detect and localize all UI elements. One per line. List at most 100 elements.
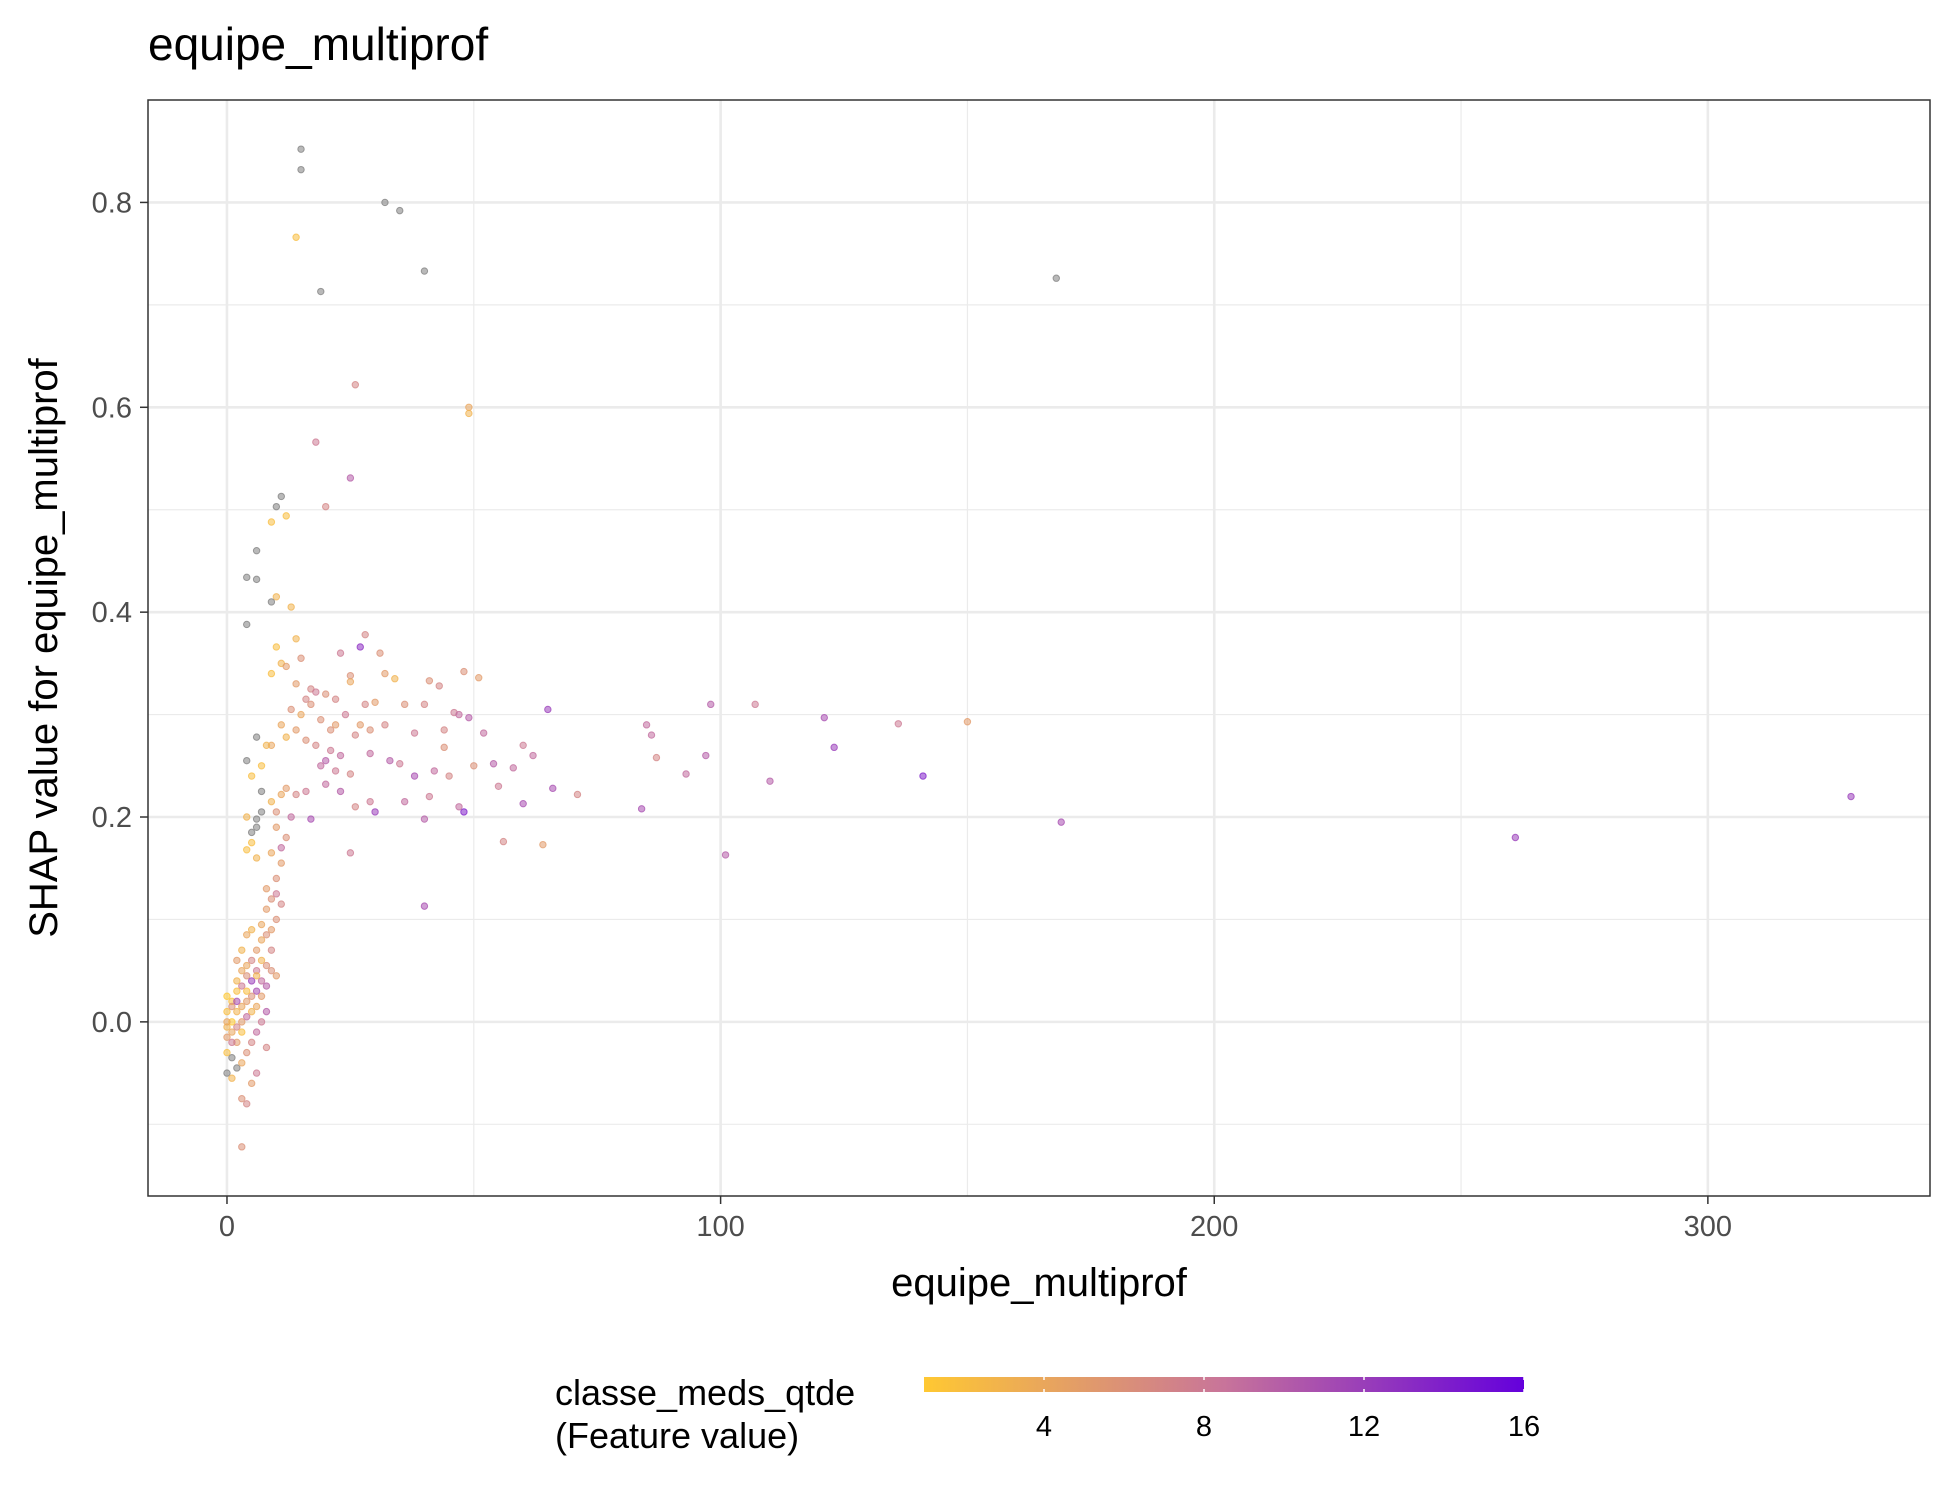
data-point — [252, 987, 261, 995]
data-point — [228, 1054, 236, 1062]
data-point — [272, 972, 281, 980]
data-point — [252, 1028, 261, 1036]
legend-title-line2: (Feature value) — [555, 1415, 799, 1456]
data-point — [257, 992, 266, 1000]
grid-major — [148, 100, 1930, 1196]
data-point — [381, 198, 389, 207]
data-point — [322, 690, 330, 698]
x-tick-label: 100 — [696, 1211, 744, 1243]
data-point — [282, 733, 290, 741]
data-point — [257, 977, 266, 985]
data-point — [228, 1038, 236, 1047]
data-point — [322, 502, 330, 511]
data-point — [272, 502, 281, 511]
data-point — [247, 1038, 256, 1047]
data-point — [262, 931, 271, 939]
data-point — [292, 635, 300, 643]
data-point — [351, 803, 360, 811]
data-point — [267, 946, 276, 954]
data-point — [455, 710, 463, 719]
y-axis-title: SHAP value for equipe_multiprof — [22, 357, 66, 937]
data-point — [223, 992, 231, 1000]
data-point — [425, 677, 434, 685]
data-point — [233, 997, 241, 1006]
data-point — [267, 895, 276, 903]
data-point — [322, 756, 330, 765]
data-point — [544, 705, 552, 714]
data-point — [252, 546, 261, 555]
data-point — [272, 915, 281, 924]
data-point — [445, 772, 453, 780]
data-point — [366, 749, 374, 758]
data-point — [243, 1013, 251, 1021]
data-point — [223, 1007, 231, 1016]
data-point — [465, 409, 473, 418]
data-point — [351, 381, 360, 389]
data-point — [465, 403, 473, 411]
data-point — [381, 721, 389, 729]
data-point — [267, 598, 276, 606]
data-point — [420, 700, 429, 709]
data-point — [361, 700, 369, 709]
data-point — [228, 1002, 236, 1011]
data-point — [420, 902, 429, 910]
data-point — [223, 1048, 231, 1057]
data-point — [351, 731, 360, 739]
data-point — [238, 1143, 246, 1151]
data-point — [396, 206, 404, 215]
legend-title-line1: classe_meds_qtde — [555, 1372, 855, 1413]
data-point — [297, 145, 305, 153]
data-point — [440, 743, 448, 752]
data-point — [460, 667, 468, 676]
data-point — [243, 1100, 251, 1108]
data-point — [223, 1069, 231, 1077]
x-axis-title: equipe_multiprof — [891, 1261, 1188, 1305]
data-point — [282, 662, 290, 671]
x-axis: 0 100 200 300 — [219, 1196, 1732, 1243]
data-point — [287, 813, 295, 821]
data-point — [243, 961, 251, 970]
data-point — [455, 803, 463, 811]
data-point — [307, 815, 315, 823]
data-point — [247, 992, 256, 1000]
data-point — [257, 920, 266, 929]
data-point — [336, 649, 345, 657]
data-point — [238, 1028, 246, 1036]
data-point — [322, 780, 330, 788]
data-point — [331, 721, 340, 729]
data-point — [460, 808, 468, 816]
data-point — [509, 764, 517, 772]
data-point — [247, 838, 256, 847]
data-point — [272, 593, 281, 601]
data-point — [331, 767, 340, 775]
data-point — [702, 751, 710, 760]
data-point — [386, 756, 394, 765]
data-point — [1847, 792, 1855, 801]
data-point — [317, 287, 325, 296]
data-point — [252, 1069, 261, 1077]
data-point — [331, 695, 340, 703]
data-point — [346, 849, 355, 857]
data-point — [247, 977, 256, 985]
data-point — [287, 705, 295, 714]
data-point — [302, 695, 310, 703]
data-point — [243, 997, 251, 1006]
data-point — [479, 729, 488, 737]
data-point — [346, 678, 355, 686]
data-point — [247, 956, 256, 965]
data-point — [223, 1018, 231, 1026]
colorbar — [924, 1377, 1524, 1392]
x-tick-label: 200 — [1190, 1211, 1238, 1243]
data-point — [262, 1007, 271, 1016]
data-point — [272, 643, 281, 651]
data-point — [721, 851, 730, 859]
data-point — [228, 1028, 236, 1036]
legend-tick-label: 12 — [1348, 1411, 1380, 1443]
data-point — [356, 643, 364, 651]
data-point — [326, 746, 335, 755]
data-point — [247, 1007, 256, 1016]
data-point — [489, 760, 498, 768]
y-tick-label: 0.0 — [92, 1007, 132, 1039]
data-point — [637, 805, 646, 813]
data-point — [336, 787, 345, 796]
